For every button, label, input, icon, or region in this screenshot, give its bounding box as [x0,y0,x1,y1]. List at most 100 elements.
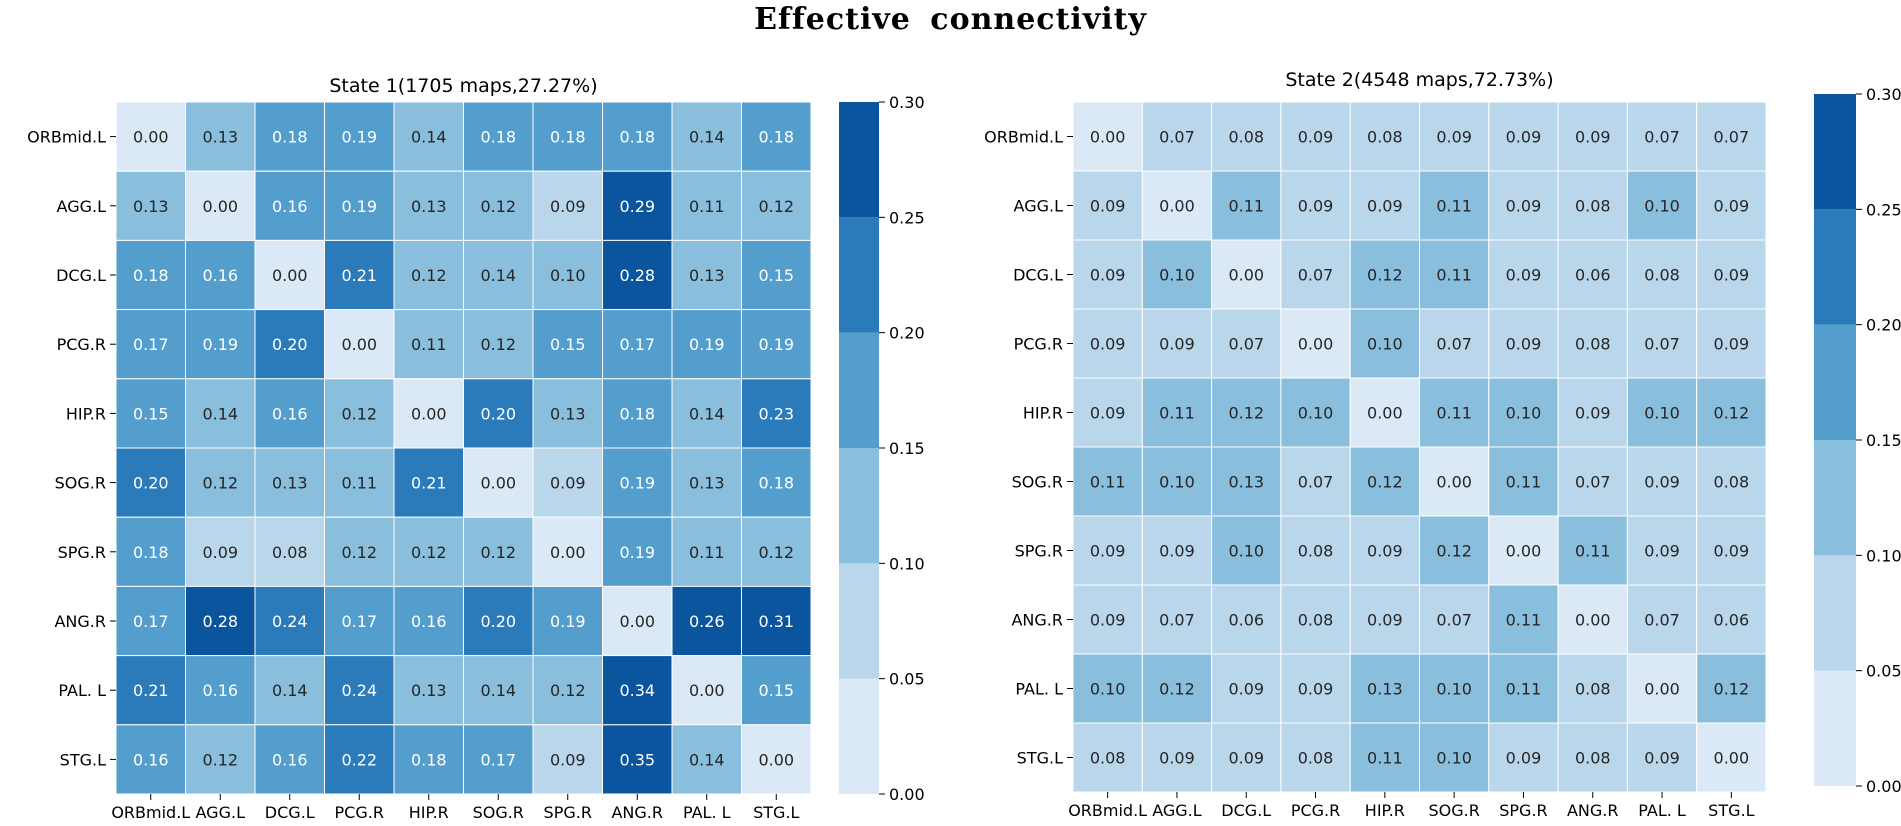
cell-value-label: 0.09 [1090,335,1126,354]
cell-value-label: 0.12 [480,335,516,354]
y-tick-label: HIP.R [66,404,106,423]
heatmap-cell [393,378,464,449]
colorbar-tick-label: 0.25 [1866,200,1901,219]
heatmap-cell [185,516,256,587]
heatmap-cell [1419,308,1490,379]
x-tick-label: PAL. L [1638,801,1686,820]
cell-value-label: 0.12 [480,197,516,216]
cell-value-label: 0.07 [1575,473,1611,492]
heatmap-cell [463,724,534,795]
heatmap-cell [1349,170,1420,241]
cell-value-label: 0.09 [1575,128,1611,147]
cell-value-label: 0.09 [1090,404,1126,423]
heatmap-cell [1488,101,1559,172]
y-tick-label: SOG.R [55,474,106,493]
cell-value-label: 0.09 [1644,473,1680,492]
cell-value-label: 0.07 [1436,611,1472,630]
heatmap-cell [185,655,256,726]
cell-value-label: 0.08 [1090,749,1126,768]
heatmap-cell [1349,308,1420,379]
heatmap-cell [741,516,812,587]
cell-value-label: 0.00 [202,197,238,216]
cell-value-label: 0.00 [1159,197,1195,216]
cell-value-label: 0.00 [133,128,169,147]
cell-value-label: 0.00 [550,543,586,562]
cell-value-label: 0.29 [619,197,655,216]
heatmap-cell [741,378,812,449]
panel-title: State 1(1705 maps,27.27%) [329,75,597,97]
heatmap-cell [324,516,395,587]
heatmap-cell [1488,584,1559,655]
cell-value-label: 0.13 [1367,680,1403,699]
cell-value-label: 0.12 [341,404,377,423]
cell-value-label: 0.13 [202,128,238,147]
y-tick-label: SOG.R [1012,473,1063,492]
cell-value-label: 0.17 [133,335,169,354]
colorbar-segment [1814,324,1856,440]
heatmap-cell [602,516,673,587]
heatmap-cell [741,724,812,795]
cell-value-label: 0.09 [1506,266,1542,285]
heatmap-cell [1211,170,1282,241]
cell-value-label: 0.09 [1367,197,1403,216]
heatmap-cell [1072,101,1143,172]
cell-value-label: 0.24 [272,612,308,631]
cell-value-label: 0.09 [1436,128,1472,147]
heatmap-cell [1557,377,1628,448]
cell-value-label: 0.11 [341,474,377,493]
y-tick-label: PAL. L [1015,680,1063,699]
cell-value-label: 0.12 [758,543,794,562]
y-tick-label: SPG.R [1015,542,1063,561]
cell-value-label: 0.09 [1714,266,1750,285]
heatmap-cell [532,170,603,241]
cell-value-label: 0.12 [411,543,447,562]
cell-value-label: 0.19 [619,543,655,562]
heatmap-cell [1696,101,1767,172]
heatmap-cell [1280,515,1351,586]
heatmap-cell [115,724,186,795]
heatmap-cell [1626,101,1698,172]
heatmap-cell [185,170,256,241]
cell-value-label: 0.00 [1090,128,1126,147]
cell-value-label: 0.24 [341,681,377,700]
heatmap-cell [671,101,742,172]
heatmap-cell [1626,239,1698,310]
cell-value-label: 0.19 [341,197,377,216]
colorbar-tick-label: 0.05 [889,670,925,689]
heatmap-cell [1488,653,1559,724]
cell-value-label: 0.09 [1575,404,1611,423]
cell-value-label: 0.14 [689,128,725,147]
heatmap-cell [1696,446,1767,517]
heatmap-cell [532,101,603,172]
heatmap-cell [1349,239,1420,310]
heatmap-cell [1280,584,1351,655]
y-tick-label: SPG.R [58,543,106,562]
cell-value-label: 0.10 [1298,404,1334,423]
heatmap-cell [741,170,812,241]
x-tick-label: PAL. L [683,803,731,822]
cell-value-label: 0.19 [550,612,586,631]
heatmap-cell [115,309,186,380]
cell-value-label: 0.15 [133,404,169,423]
cell-value-label: 0.12 [1367,266,1403,285]
heatmap-cell [532,516,603,587]
heatmap-cell [1488,515,1559,586]
x-tick-label: ORBmid.L [1068,801,1147,820]
x-tick-label: STG.L [1708,801,1754,820]
heatmap-cell [1557,308,1628,379]
heatmap-cell [1211,101,1282,172]
y-tick-label: ORBmid.L [27,128,106,147]
cell-value-label: 0.14 [411,128,447,147]
heatmap-cell [1211,515,1282,586]
colorbar-segment [1814,440,1856,556]
cell-value-label: 0.26 [689,612,725,631]
heatmap-cell [741,585,812,657]
cell-value-label: 0.11 [1506,611,1542,630]
x-tick-label: SOG.R [1428,801,1479,820]
cell-value-label: 0.11 [1228,197,1264,216]
colorbar-tick-label: 0.15 [1866,431,1901,450]
cell-value-label: 0.09 [1506,335,1542,354]
cell-value-label: 0.14 [689,750,725,769]
cell-value-label: 0.09 [1506,749,1542,768]
cell-value-label: 0.21 [411,474,447,493]
